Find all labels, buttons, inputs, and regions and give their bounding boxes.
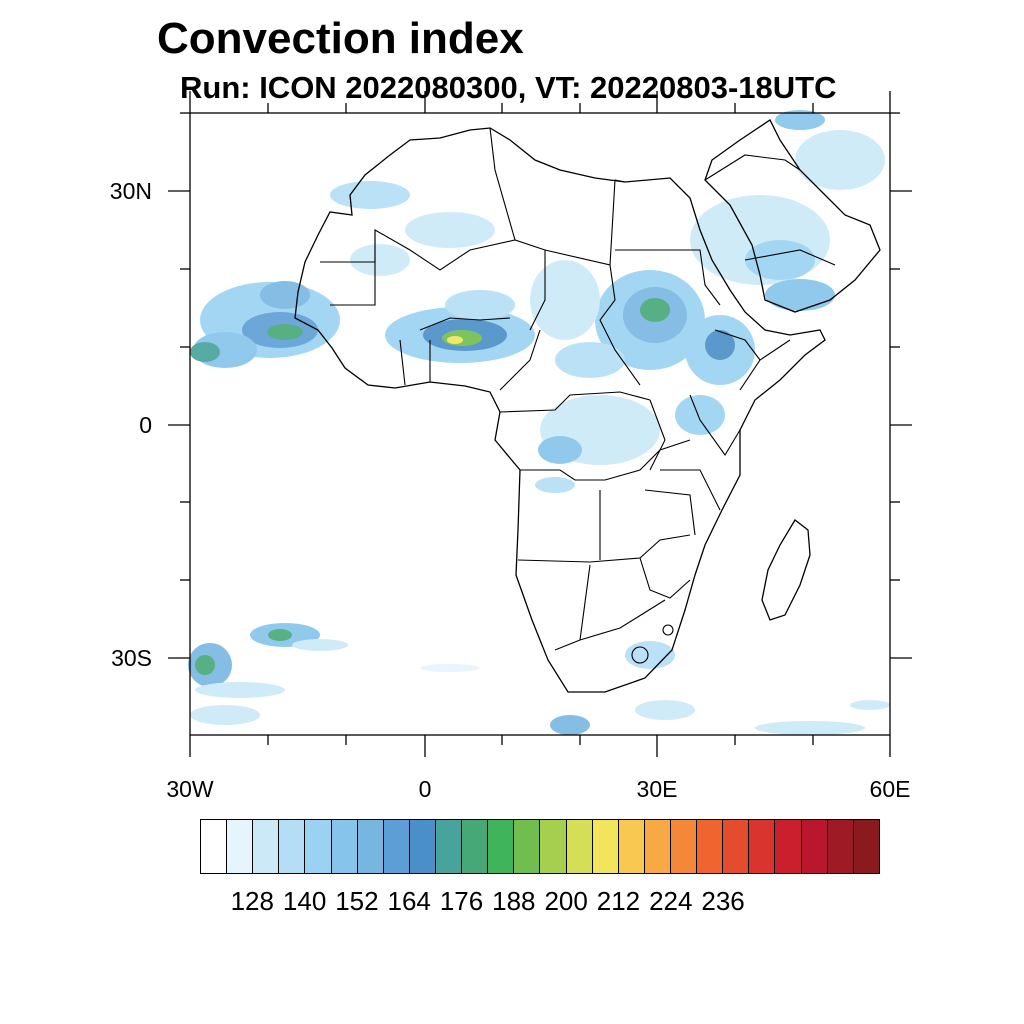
colorbar-label-212: 212: [596, 886, 641, 916]
colorbar-cell-18: [670, 820, 698, 873]
chart-title: Convection index: [157, 14, 524, 63]
colorbar-cell-11: [488, 820, 515, 873]
colorbar-cell-25: [853, 820, 879, 873]
chart-subtitle: Run: ICON 2022080300, VT: 20220803-18UTC: [180, 70, 837, 105]
colorbar-cell-24: [827, 820, 854, 873]
colorbar-label-176: 176: [439, 886, 484, 916]
colorbar-label-188: 188: [492, 886, 536, 916]
africa-coastline: [294, 127, 826, 693]
colorbar-label-200: 200: [544, 886, 588, 916]
colorbar-cell-0: [201, 820, 228, 873]
colorbar-cell-14: [566, 820, 593, 873]
convection-field: [188, 110, 890, 735]
country-borders: [320, 127, 836, 651]
colorbar-cell-4: [305, 820, 332, 873]
colorbar-cell-21: [749, 820, 776, 873]
colorbar-cell-8: [409, 820, 436, 873]
colorbar-cell-5: [331, 820, 358, 873]
colorbar-cell-22: [775, 820, 802, 873]
lat-label-0: 0: [139, 412, 152, 438]
colorbar-cell-13: [540, 820, 567, 873]
lat-label-30s: 30S: [111, 645, 152, 671]
colorbar-cell-16: [618, 820, 645, 873]
lon-label-30w: 30W: [166, 776, 214, 802]
madagascar-coastline: [761, 519, 811, 621]
colorbar-label-164: 164: [387, 886, 431, 916]
lat-label-30n: 30N: [109, 178, 152, 204]
colorbar-cell-20: [723, 820, 750, 873]
colorbar-label-128: 128: [230, 886, 274, 916]
arabia-coastline: [704, 119, 881, 313]
colorbar-cell-23: [801, 820, 828, 873]
colorbar-label-236: 236: [701, 886, 745, 916]
lon-label-0: 0: [418, 776, 432, 802]
tick-marks: [168, 91, 912, 757]
colorbar-label-140: 140: [282, 886, 327, 916]
colorbar-cell-19: [697, 820, 724, 873]
colorbar-cell-9: [435, 820, 463, 873]
colorbar-cell-7: [383, 820, 410, 873]
colorbar-cell-17: [644, 820, 671, 873]
colorbar-cell-6: [357, 820, 384, 873]
lon-label-60e: 60E: [869, 776, 911, 802]
colorbar-cell-2: [253, 820, 280, 873]
colorbar-label-152: 152: [335, 886, 379, 916]
colorbar-label-224: 224: [649, 886, 693, 916]
map-frame: [189, 112, 891, 736]
lon-label-30e: 30E: [636, 776, 678, 802]
colorbar-cell-3: [279, 820, 306, 873]
colorbar-cell-12: [514, 820, 541, 873]
colorbar-cell-10: [462, 820, 489, 873]
colorbar-cell-15: [592, 820, 619, 873]
colorbar: [200, 819, 880, 874]
colorbar-cell-1: [227, 820, 254, 873]
